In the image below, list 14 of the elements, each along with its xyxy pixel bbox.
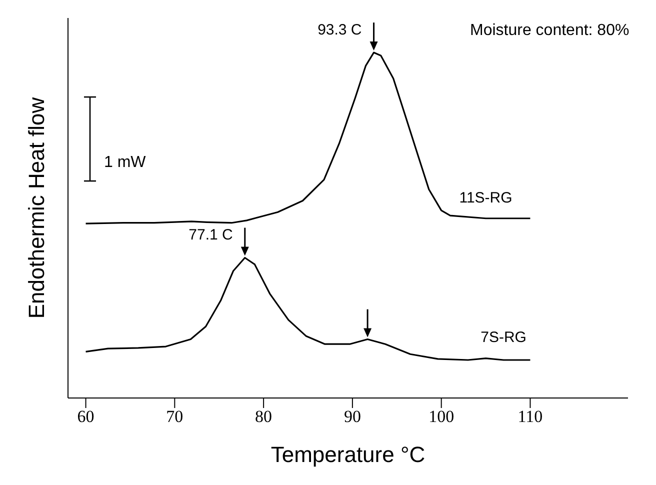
x-tick-label: 110 — [518, 407, 543, 426]
series-label: 7S-RG — [480, 329, 526, 346]
annotation: 93.3 C — [318, 22, 362, 39]
x-tick-label: 80 — [255, 407, 272, 426]
x-tick-label: 90 — [344, 407, 361, 426]
x-tick-label: 100 — [428, 407, 454, 426]
annotation: 77.1 C — [188, 226, 234, 244]
series-label: 11S-RG — [459, 189, 512, 206]
y-axis-title: Endothermic Heat flow — [24, 97, 49, 319]
x-tick-label: 60 — [77, 407, 94, 426]
text: Moisture content: 80% — [470, 22, 630, 40]
annotation: 1 mW — [104, 154, 146, 172]
x-axis-title: Temperature °C — [270, 442, 426, 467]
x-tick-label: 70 — [166, 407, 184, 426]
